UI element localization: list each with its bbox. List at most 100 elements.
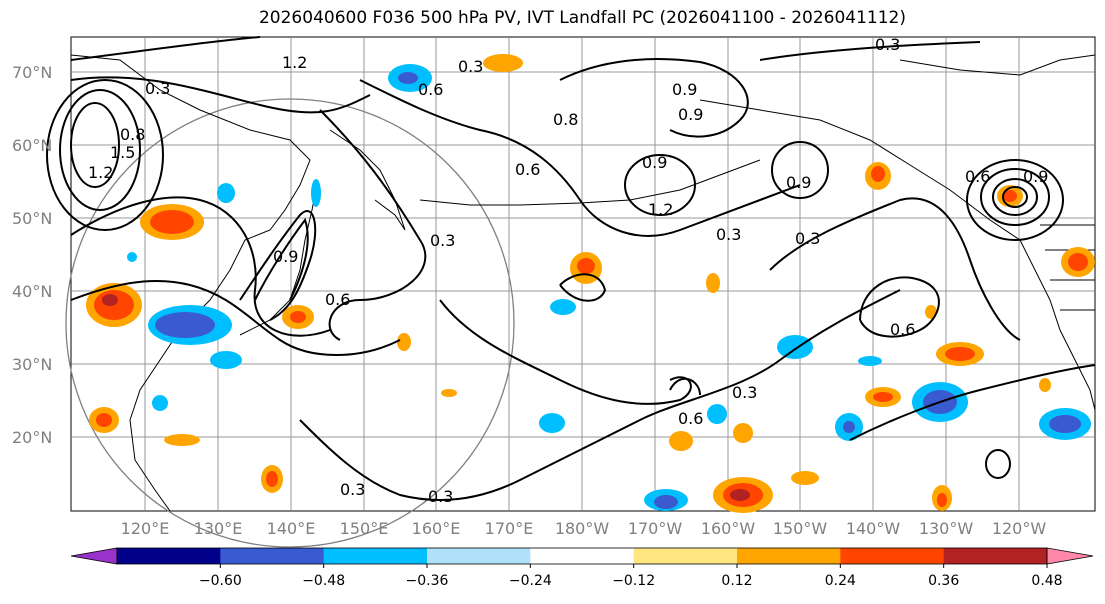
pv-contour bbox=[759, 41, 981, 61]
positive-anomaly bbox=[1068, 253, 1088, 271]
contour-label: 1.2 bbox=[282, 53, 307, 72]
negative-anomaly bbox=[777, 335, 813, 359]
lon-label: 160°E bbox=[412, 519, 461, 538]
pv-contour bbox=[70, 102, 120, 188]
lon-label: 150°W bbox=[773, 519, 828, 538]
positive-anomaly bbox=[150, 210, 194, 234]
colorbar-tick-label: 0.48 bbox=[1031, 573, 1062, 589]
contour-label: 0.3 bbox=[340, 480, 365, 499]
lon-label: 150°E bbox=[340, 519, 389, 538]
colorbar-tick-label: −0.60 bbox=[199, 573, 242, 589]
colorbar-segment bbox=[943, 548, 1048, 564]
lat-label: 70°N bbox=[12, 63, 52, 82]
lon-label: 140°W bbox=[846, 519, 901, 538]
negative-anomaly bbox=[843, 421, 855, 433]
contour-label: 0.9 bbox=[642, 153, 667, 172]
lat-label: 60°N bbox=[12, 136, 52, 155]
lat-label: 30°N bbox=[12, 355, 52, 374]
colorbar-outline bbox=[116, 547, 1048, 565]
contour-label: 0.3 bbox=[732, 383, 757, 402]
pv-contour bbox=[70, 280, 401, 356]
pv-contour bbox=[439, 299, 692, 405]
colorbar-segment bbox=[633, 548, 738, 564]
lat-label: 50°N bbox=[12, 209, 52, 228]
negative-anomaly bbox=[152, 395, 168, 411]
pv-contour bbox=[980, 168, 1050, 226]
lon-label: 120°E bbox=[121, 519, 170, 538]
contour-label: 0.9 bbox=[786, 173, 811, 192]
contour-label: 0.6 bbox=[418, 80, 443, 99]
pv-contour bbox=[849, 364, 1096, 441]
contour-label: 0.9 bbox=[672, 80, 697, 99]
positive-anomaly bbox=[733, 423, 753, 443]
pv-contour bbox=[359, 79, 801, 237]
ivt-shading bbox=[86, 54, 1095, 513]
contour-label: 0.6 bbox=[325, 290, 350, 309]
pv-contour bbox=[239, 210, 317, 321]
colorbar-segment bbox=[323, 548, 428, 564]
lon-label: 120°W bbox=[992, 519, 1047, 538]
pv-contour bbox=[966, 159, 1064, 241]
colorbar-segment bbox=[840, 548, 945, 564]
colorbar-tick-label: −0.12 bbox=[612, 573, 655, 589]
contour-label: 0.6 bbox=[678, 409, 703, 428]
pv-contour bbox=[769, 197, 1021, 341]
radius-circle bbox=[65, 98, 515, 548]
pv-contour bbox=[299, 289, 901, 501]
negative-anomaly bbox=[858, 356, 882, 366]
positive-anomaly bbox=[791, 471, 819, 485]
colorbar-segment bbox=[220, 548, 325, 564]
pv-contour bbox=[254, 217, 309, 301]
positive-anomaly bbox=[290, 311, 306, 323]
negative-anomaly bbox=[398, 72, 418, 84]
contour-label: 0.6 bbox=[515, 160, 540, 179]
negative-anomaly bbox=[550, 299, 576, 315]
contour-label: 0.3 bbox=[875, 35, 900, 54]
negative-anomaly bbox=[155, 312, 215, 338]
contour-label: 0.3 bbox=[458, 57, 483, 76]
contour-label: 0.3 bbox=[428, 487, 453, 506]
pv-contour bbox=[985, 449, 1011, 479]
colorbar-segment bbox=[530, 548, 635, 564]
contour-label: 0.3 bbox=[430, 231, 455, 250]
contour-label: 0.9 bbox=[678, 105, 703, 124]
pv-contour bbox=[669, 377, 701, 396]
negative-anomaly bbox=[127, 252, 137, 262]
contour-label: 0.9 bbox=[1023, 167, 1048, 186]
pv-contour bbox=[992, 178, 1038, 216]
positive-anomaly bbox=[96, 413, 112, 427]
negative-anomaly bbox=[217, 183, 235, 203]
contour-label: 0.3 bbox=[795, 229, 820, 248]
contour-label: 0.6 bbox=[890, 320, 915, 339]
positive-anomaly bbox=[873, 392, 893, 402]
pv-contour bbox=[70, 196, 331, 337]
negative-anomaly bbox=[654, 495, 678, 509]
positive-anomaly bbox=[577, 258, 595, 274]
asia-coast bbox=[70, 54, 311, 512]
positive-anomaly bbox=[1003, 190, 1017, 202]
latitude-labels: 70°N 60°N 50°N 40°N 30°N 20°N bbox=[12, 63, 52, 447]
contour-label: 1.2 bbox=[88, 163, 113, 182]
contour-label: 1.5 bbox=[110, 143, 135, 162]
positive-anomaly bbox=[937, 493, 947, 507]
alaska-coast bbox=[699, 99, 1021, 241]
negative-anomaly bbox=[311, 179, 321, 207]
pv-contour bbox=[1002, 186, 1028, 208]
positive-anomaly bbox=[441, 389, 457, 397]
colorbar-min-extension bbox=[70, 547, 118, 565]
pv-contour bbox=[559, 273, 607, 302]
lon-label: 130°E bbox=[194, 519, 243, 538]
contour-labels: 1.2 0.3 0.6 0.3 0.9 0.8 0.9 0.6 0.9 1.2 … bbox=[88, 35, 1048, 506]
negative-anomaly bbox=[1049, 415, 1081, 433]
figure-title: 2026040600 F036 500 hPa PV, IVT Landfall… bbox=[258, 8, 906, 28]
positive-anomaly bbox=[266, 471, 278, 487]
pv-contour bbox=[624, 154, 696, 216]
colorbar-tick-label: 0.36 bbox=[928, 573, 959, 589]
colorbar-max-extension bbox=[1046, 547, 1094, 565]
pv-contour bbox=[46, 79, 164, 231]
longitude-labels: 120°E 130°E 140°E 150°E 160°E 170°E 180°… bbox=[121, 519, 1047, 538]
contour-label: 0.3 bbox=[716, 225, 741, 244]
pv-contour bbox=[559, 58, 749, 138]
contour-label: 1.2 bbox=[648, 200, 673, 219]
